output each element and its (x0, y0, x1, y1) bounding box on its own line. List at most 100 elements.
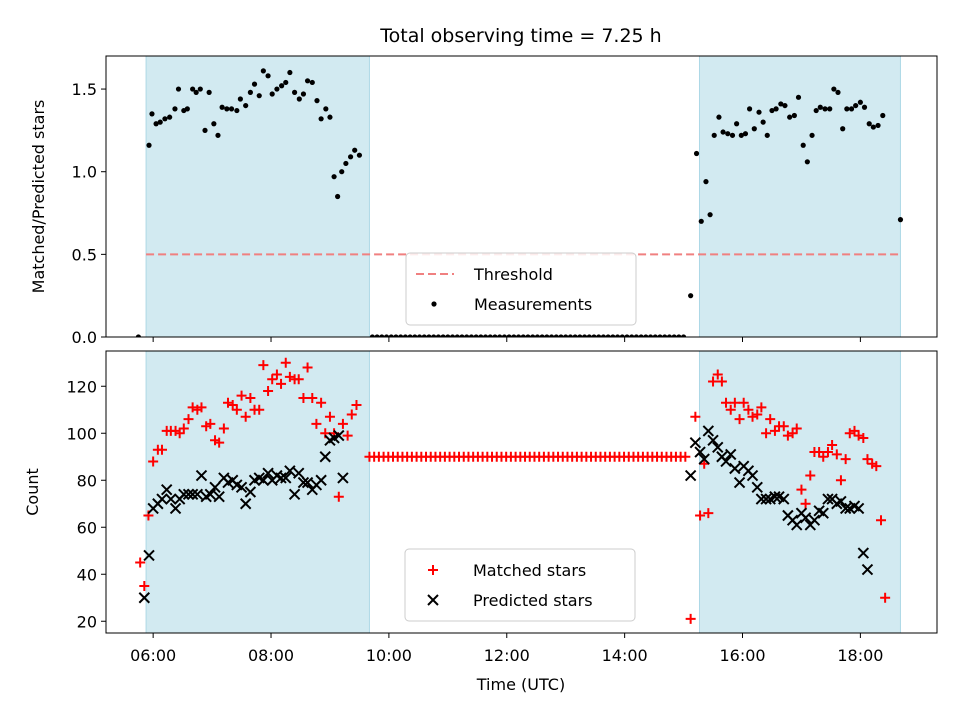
data-point (787, 114, 793, 120)
data-point (822, 493, 834, 505)
data-point (520, 334, 526, 337)
data-point (383, 334, 390, 337)
data-point (729, 397, 740, 408)
data-point (237, 96, 243, 102)
data-point (351, 400, 362, 411)
data-point (707, 212, 713, 218)
data-point (861, 563, 874, 576)
data-point (721, 397, 732, 408)
data-point (149, 111, 155, 117)
shaded-interval (698, 55, 901, 338)
data-point (426, 334, 432, 337)
data-point (690, 411, 701, 422)
data-point (857, 99, 863, 105)
data-point (844, 106, 850, 112)
data-point (388, 334, 394, 337)
legend-box (404, 548, 636, 622)
data-point (712, 369, 723, 380)
data-point (218, 423, 229, 434)
data-point (853, 102, 859, 109)
data-point (666, 334, 673, 337)
data-point (339, 169, 345, 175)
data-point (688, 293, 694, 299)
data-point (191, 488, 204, 501)
data-point (213, 490, 225, 503)
data-point (614, 334, 621, 337)
data-point (633, 334, 640, 337)
ratio-panel: 0.0 0.5 1.0 1.5 Matched/Predicted stars Thres… (29, 55, 938, 347)
x-tick-label: 14:00 (602, 646, 648, 665)
data-point (725, 404, 736, 415)
data-point (746, 469, 759, 482)
data-point (831, 449, 842, 460)
data-point (698, 453, 710, 465)
data-point (577, 334, 583, 337)
data-point (506, 334, 512, 337)
data-point (356, 152, 363, 158)
data-point (680, 451, 691, 462)
data-point (293, 374, 304, 385)
data-point (751, 481, 763, 494)
data-point (331, 174, 337, 180)
data-point (402, 334, 408, 337)
y-axis-label: Matched/Predicted stars (29, 100, 48, 294)
data-point (468, 334, 475, 337)
data-point (778, 493, 790, 505)
data-point (743, 404, 754, 415)
data-point (572, 334, 578, 337)
data-point (808, 514, 821, 526)
chart-title: Total observing time = 7.25 h (379, 25, 661, 47)
data-point (720, 455, 732, 468)
data-point (169, 502, 182, 515)
data-point (813, 107, 819, 114)
data-point (800, 142, 806, 148)
data-point (234, 107, 240, 114)
data-point (165, 493, 177, 505)
data-point (817, 507, 829, 519)
data-point (800, 498, 811, 509)
data-point (643, 334, 649, 337)
data-point (746, 106, 753, 112)
legend: Matched stars Predicted stars (404, 548, 636, 622)
data-point (288, 488, 301, 501)
data-point (662, 334, 668, 337)
data-point (558, 334, 564, 337)
data-point (333, 429, 345, 442)
data-point (148, 456, 159, 467)
data-point (343, 160, 349, 167)
data-point (243, 102, 249, 109)
y-tick-label: 60 (77, 518, 97, 537)
data-point (511, 334, 517, 337)
data-point (782, 102, 788, 109)
data-point (795, 94, 802, 100)
data-point (196, 402, 207, 413)
data-point (733, 476, 746, 489)
data-point (342, 430, 353, 441)
data-point (178, 488, 190, 501)
data-point (487, 334, 493, 337)
data-point (184, 106, 190, 112)
data-point (431, 301, 437, 307)
data-point (393, 334, 399, 337)
shaded-interval (145, 350, 370, 634)
data-point (202, 127, 208, 133)
data-point (296, 96, 302, 102)
data-point (279, 83, 285, 89)
data-point (591, 334, 597, 337)
data-point (283, 79, 289, 86)
data-point (271, 369, 282, 380)
data-point (267, 374, 278, 385)
data-point (581, 334, 588, 337)
data-point (827, 440, 838, 450)
data-point (284, 465, 296, 477)
data-point (257, 474, 270, 486)
data-point (765, 414, 776, 425)
data-point (309, 79, 315, 86)
data-point (876, 515, 887, 526)
data-point (464, 334, 470, 337)
data-point (693, 150, 700, 157)
data-point (143, 549, 155, 562)
data-point (254, 404, 265, 415)
data-point (247, 89, 253, 95)
